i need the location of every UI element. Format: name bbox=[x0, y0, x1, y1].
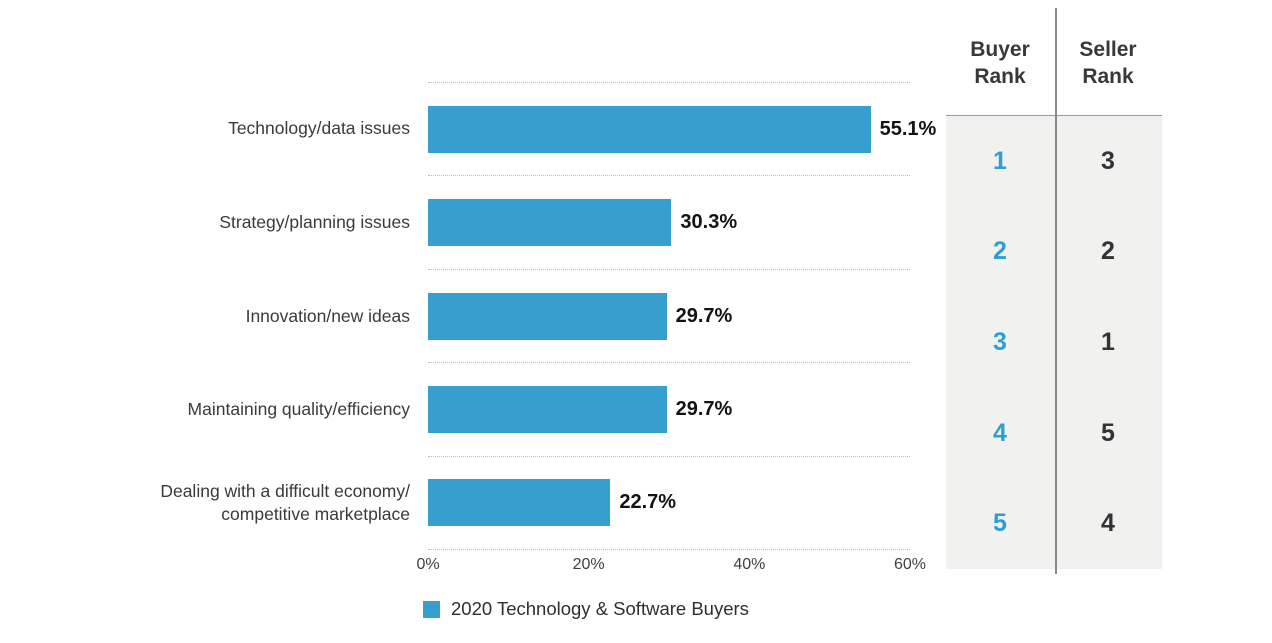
plot-area: 55.1% 30.3% 29.7% 29.7% 22.7% bbox=[428, 82, 936, 550]
x-axis: 0% 20% 40% 60% bbox=[416, 556, 926, 578]
x-axis-tick: 20% bbox=[572, 556, 605, 573]
bar-value-label: 55.1% bbox=[879, 117, 937, 140]
seller-rank-value: 1 bbox=[1101, 327, 1115, 356]
bar-row: 22.7% bbox=[428, 455, 910, 549]
buyer-rank-value: 4 bbox=[993, 418, 1007, 447]
bar bbox=[428, 479, 611, 527]
bar-value-label: 29.7% bbox=[675, 304, 733, 327]
category-label: Dealing with a difficult economy/ compet… bbox=[160, 481, 410, 525]
seller-rank-value: 4 bbox=[1101, 509, 1115, 538]
legend: 2020 Technology & Software Buyers bbox=[423, 598, 749, 620]
rank-row: 5 4 bbox=[946, 478, 1162, 569]
bar bbox=[428, 292, 667, 340]
bar bbox=[428, 105, 871, 153]
rank-row: 3 1 bbox=[946, 297, 1162, 388]
bar-row: 55.1% bbox=[428, 83, 936, 175]
legend-swatch-icon bbox=[423, 600, 440, 618]
x-axis-tick: 60% bbox=[893, 556, 927, 573]
bar-value-label: 22.7% bbox=[619, 491, 677, 514]
bar bbox=[428, 385, 667, 433]
buyer-rank-value: 5 bbox=[993, 509, 1007, 538]
rank-table-header: Buyer Rank Seller Rank bbox=[946, 28, 1162, 98]
buyer-rank-header: Buyer Rank bbox=[970, 37, 1030, 88]
bar-value-label: 29.7% bbox=[675, 397, 733, 420]
bar-row: 29.7% bbox=[428, 268, 910, 362]
seller-rank-value: 2 bbox=[1101, 237, 1115, 266]
buyer-rank-value: 3 bbox=[993, 327, 1007, 356]
category-label: Technology/data issues bbox=[228, 118, 410, 139]
buyer-rank-value: 1 bbox=[993, 146, 1007, 175]
bar-row: 29.7% bbox=[428, 362, 910, 455]
x-axis-tick: 0% bbox=[416, 556, 440, 573]
category-label: Innovation/new ideas bbox=[245, 305, 410, 326]
bar bbox=[428, 199, 672, 247]
buyer-rank-value: 2 bbox=[993, 237, 1007, 266]
bar-value-label: 30.3% bbox=[680, 211, 738, 234]
rank-table: 1 3 2 2 3 1 4 5 5 4 bbox=[946, 115, 1162, 569]
rank-row: 2 2 bbox=[946, 207, 1162, 298]
category-label-column: Technology/data issues Strategy/planning… bbox=[10, 82, 410, 550]
rank-row: 1 3 bbox=[946, 116, 1162, 207]
x-axis-tick: 40% bbox=[733, 556, 766, 573]
rank-row: 4 5 bbox=[946, 388, 1162, 479]
category-label: Maintaining quality/efficiency bbox=[187, 399, 410, 420]
seller-rank-header: Seller Rank bbox=[1079, 37, 1137, 88]
seller-rank-value: 5 bbox=[1101, 418, 1115, 447]
bar-row: 30.3% bbox=[428, 175, 910, 268]
seller-rank-value: 3 bbox=[1101, 146, 1115, 175]
legend-label: 2020 Technology & Software Buyers bbox=[451, 598, 749, 619]
rank-column-divider bbox=[1055, 8, 1057, 574]
category-label: Strategy/planning issues bbox=[219, 212, 410, 233]
